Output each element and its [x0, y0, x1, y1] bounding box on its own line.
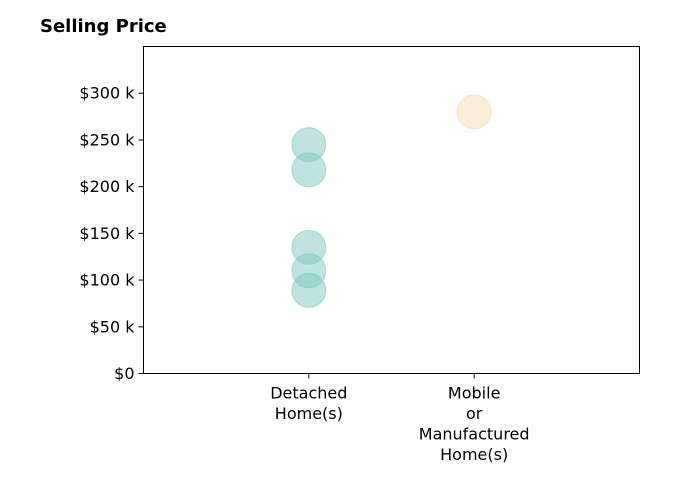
y-tick-label: $50 k: [90, 317, 136, 336]
chart-title: Selling Price: [40, 16, 167, 37]
data-point: [291, 152, 327, 188]
x-axis: Detached Home(s) Mobile or Manufactured Home(…: [270, 373, 530, 465]
x-tick-label: Mobile or Manufactured Home(s): [419, 384, 530, 465]
data-point: [456, 94, 492, 130]
plot-frame: [143, 46, 640, 374]
y-axis: $0 $50 k $100 k $150 k $200 k $250 k $300 k: [79, 84, 144, 383]
points-layer: [291, 94, 492, 308]
y-tick-label: $150 k: [79, 224, 135, 243]
y-tick-label: $250 k: [79, 130, 135, 149]
data-point: [291, 272, 327, 308]
y-tick-label: $200 k: [79, 177, 135, 196]
x-tick-label: Detached Home(s): [270, 384, 347, 424]
y-tick-label: $0: [114, 364, 134, 383]
y-tick-label: $100 k: [79, 271, 135, 290]
y-tick-label: $300 k: [79, 84, 135, 103]
